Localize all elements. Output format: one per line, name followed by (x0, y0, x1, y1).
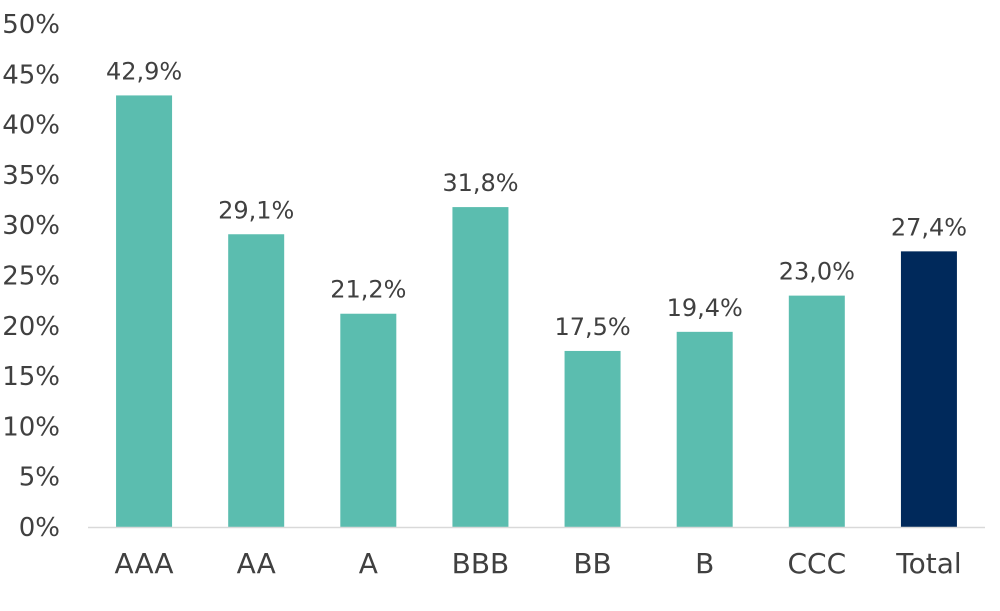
y-tick-label: 50% (2, 10, 60, 40)
bar-total (900, 251, 957, 527)
bar-aaa (116, 95, 173, 528)
bar-a (340, 313, 397, 527)
data-label-aaa: 42,9% (106, 57, 182, 85)
data-label-bb: 17,5% (554, 313, 630, 341)
data-label-a: 21,2% (330, 276, 406, 304)
data-label-ccc: 23,0% (779, 258, 855, 286)
y-tick-label: 5% (19, 463, 60, 493)
y-tick-label: 0% (19, 513, 60, 543)
data-label-aa: 29,1% (218, 196, 294, 224)
x-tick-label-b: B (695, 547, 714, 580)
data-labels-group: 42,9% 29,1% 21,2% 31,8% 17,5% 19,4% 23,0% 27,4% (106, 57, 967, 341)
bar-aa (228, 234, 285, 527)
y-tick-label: 15% (2, 362, 60, 392)
x-axis: AAA AA A BBB BB B CCC Total (115, 547, 962, 580)
data-label-b: 19,4% (667, 294, 743, 322)
x-tick-label-bb: BB (573, 547, 611, 580)
data-label-bbb: 31,8% (442, 169, 518, 197)
y-tick-label: 10% (2, 412, 60, 442)
bar-ccc (788, 295, 845, 527)
bar-b (676, 331, 733, 527)
y-axis: 0% 5% 10% 15% 20% 25% 30% 35% 40% 45% 50% (2, 10, 60, 543)
bar-bbb (452, 207, 509, 528)
bar-bb (564, 350, 621, 527)
x-tick-label-aa: AA (237, 547, 276, 580)
x-tick-label-bbb: BBB (452, 547, 510, 580)
y-tick-label: 35% (2, 161, 60, 191)
x-tick-label-aaa: AAA (115, 547, 174, 580)
y-tick-label: 20% (2, 312, 60, 342)
data-label-total: 27,4% (891, 213, 967, 241)
y-tick-label: 40% (2, 111, 60, 141)
bars-group (116, 95, 957, 528)
y-tick-label: 45% (2, 60, 60, 90)
y-tick-label: 25% (2, 262, 60, 292)
x-tick-label-total: Total (895, 547, 961, 580)
y-tick-label: 30% (2, 211, 60, 241)
x-tick-label-a: A (359, 547, 378, 580)
x-tick-label-ccc: CCC (787, 547, 846, 580)
